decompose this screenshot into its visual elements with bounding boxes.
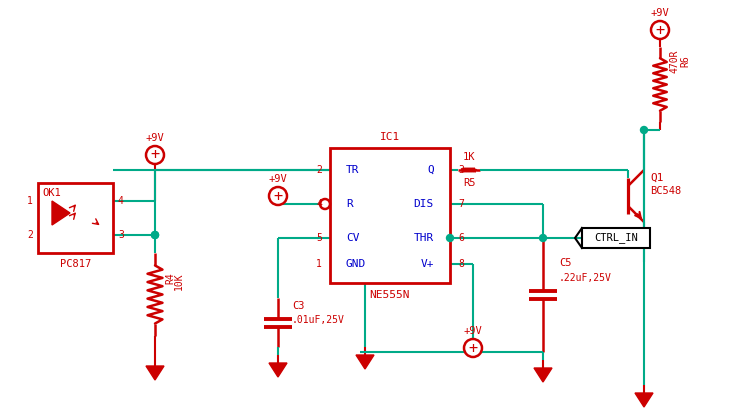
Text: R: R	[346, 199, 352, 209]
Polygon shape	[534, 368, 552, 382]
Text: CV: CV	[346, 233, 359, 243]
Text: DIS: DIS	[414, 199, 434, 209]
Text: C3: C3	[292, 301, 304, 311]
Text: 1: 1	[316, 259, 322, 269]
Polygon shape	[146, 366, 164, 380]
Text: 5: 5	[316, 233, 322, 243]
Text: .01uF,25V: .01uF,25V	[292, 315, 345, 325]
Text: C5: C5	[559, 258, 572, 268]
Text: R5: R5	[463, 178, 476, 188]
Text: PC817: PC817	[60, 259, 92, 269]
Text: +: +	[151, 148, 160, 162]
Text: 10K: 10K	[174, 272, 184, 290]
Circle shape	[651, 21, 669, 39]
Text: +: +	[656, 22, 664, 38]
Polygon shape	[635, 393, 653, 407]
Text: IC1: IC1	[380, 132, 400, 142]
Text: +9V: +9V	[268, 174, 287, 184]
Text: 1: 1	[27, 196, 33, 206]
Text: +: +	[469, 341, 478, 355]
Bar	[330, 148, 450, 283]
Text: CTRL_IN: CTRL_IN	[594, 233, 638, 244]
Text: 8: 8	[458, 259, 464, 269]
Polygon shape	[269, 363, 287, 377]
Text: 3: 3	[458, 165, 464, 175]
Circle shape	[152, 231, 158, 239]
Circle shape	[640, 126, 647, 133]
Circle shape	[446, 235, 454, 242]
Text: 3: 3	[118, 230, 124, 240]
Text: 2: 2	[27, 230, 33, 240]
Text: 2: 2	[316, 165, 322, 175]
Text: R6: R6	[680, 55, 690, 67]
Bar	[38, 183, 113, 253]
Circle shape	[152, 231, 158, 239]
Text: TR: TR	[346, 165, 359, 175]
Text: Q1: Q1	[650, 173, 664, 183]
Bar	[582, 228, 650, 248]
Text: BC548: BC548	[650, 186, 681, 196]
Text: 4: 4	[316, 199, 322, 209]
Circle shape	[320, 199, 330, 209]
Text: NE555N: NE555N	[370, 290, 410, 300]
Circle shape	[539, 235, 547, 242]
Text: R4: R4	[165, 272, 175, 284]
Text: 470R: 470R	[670, 49, 680, 73]
Polygon shape	[356, 355, 374, 369]
Text: 4: 4	[118, 196, 124, 206]
Text: Q: Q	[427, 165, 434, 175]
Text: V+: V+	[421, 259, 434, 269]
Text: 6: 6	[458, 233, 464, 243]
Text: THR: THR	[414, 233, 434, 243]
Text: GND: GND	[346, 259, 366, 269]
Text: OK1: OK1	[42, 188, 61, 198]
Text: +9V: +9V	[464, 326, 482, 336]
Text: +9V: +9V	[650, 8, 669, 18]
Text: +9V: +9V	[146, 133, 164, 143]
Circle shape	[269, 187, 287, 205]
Text: 1K: 1K	[463, 152, 476, 162]
Text: .22uF,25V: .22uF,25V	[559, 273, 612, 283]
Circle shape	[146, 146, 164, 164]
Polygon shape	[52, 201, 70, 225]
Text: 7: 7	[458, 199, 464, 209]
Circle shape	[464, 339, 482, 357]
Text: +: +	[274, 188, 283, 204]
